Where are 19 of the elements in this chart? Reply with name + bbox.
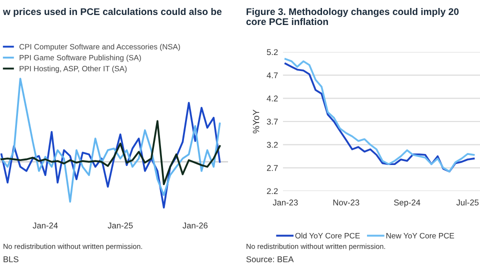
y-tick-label: 4.7 — [266, 72, 278, 78]
x-tick-label: Jan-24 — [32, 222, 58, 228]
source-note: Source: BEA — [246, 256, 294, 262]
y-tick-label: 4.2 — [266, 96, 278, 102]
x-tick-label: Sep-24 — [394, 200, 420, 208]
x-tick-label: Jan-23 — [272, 200, 298, 206]
x-tick-label: Nov-23 — [333, 200, 360, 206]
y-tick-label: 3.2 — [266, 142, 278, 148]
y-tick-label: 2.7 — [266, 165, 278, 171]
chart-title: w prices used in PCE calculations could also be — [2, 8, 222, 17]
x-tick-label: Jan-25 — [108, 222, 133, 228]
y-tick-label: 3.7 — [266, 118, 278, 125]
y-axis-title: %YoY — [252, 110, 260, 134]
x-tick-label: Jul-25 — [456, 199, 479, 206]
y-tick-label: 5.2 — [266, 49, 278, 56]
y-tick-label: 2.2 — [266, 188, 278, 194]
x-tick-label: Jan-26 — [182, 222, 208, 228]
text: BLS — [4, 256, 18, 262]
chart-title: Figure 3. Methodology changes could imply 20 core PCE inflation — [246, 8, 459, 26]
